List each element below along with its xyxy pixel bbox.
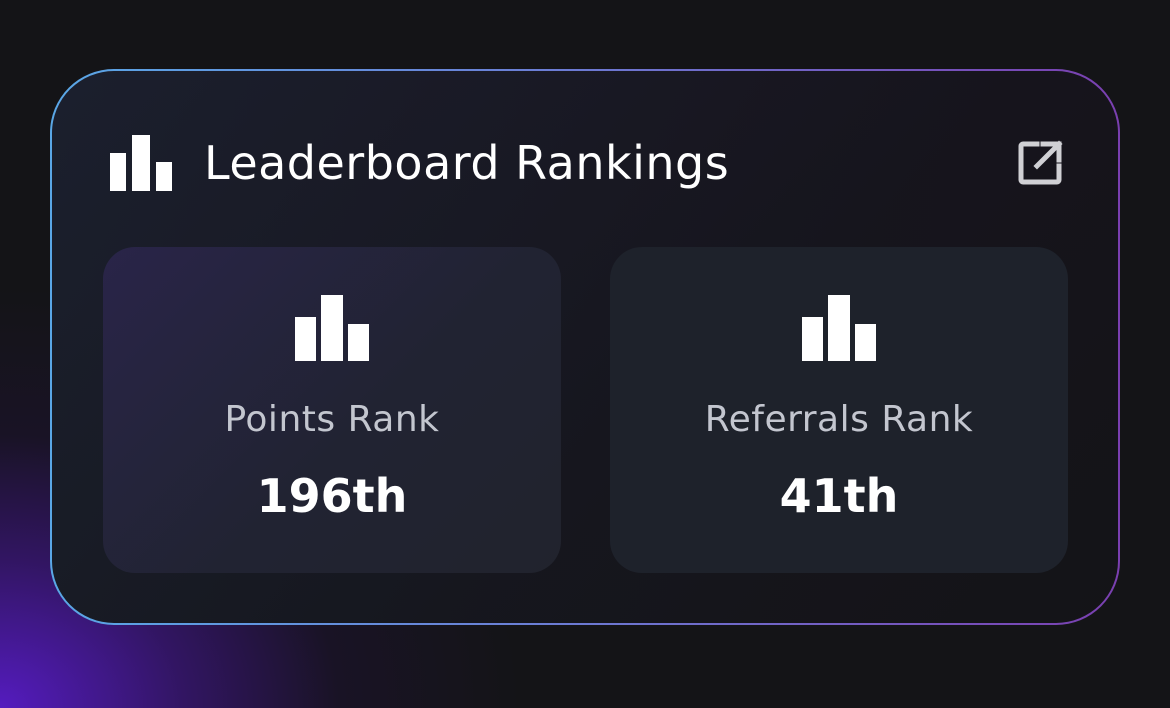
- points-rank-card: Points Rank 196th: [103, 247, 561, 573]
- external-link-icon[interactable]: [1014, 137, 1066, 189]
- bar-chart-icon: [295, 295, 369, 361]
- leaderboard-card: Leaderboard Rankings Points Rank 196th: [52, 71, 1118, 623]
- bar-chart-icon: [802, 295, 876, 361]
- rank-stats: Points Rank 196th Referrals Rank 41th: [103, 247, 1068, 573]
- card-header: Leaderboard Rankings: [110, 133, 1063, 193]
- referrals-rank-value: 41th: [779, 469, 899, 523]
- referrals-rank-label: Referrals Rank: [704, 399, 974, 440]
- bar-chart-icon: [110, 135, 172, 191]
- points-rank-value: 196th: [256, 469, 408, 523]
- points-rank-label: Points Rank: [224, 399, 440, 440]
- card-title: Leaderboard Rankings: [204, 136, 730, 190]
- leaderboard-card-border: Leaderboard Rankings Points Rank 196th: [50, 69, 1120, 625]
- referrals-rank-card: Referrals Rank 41th: [610, 247, 1068, 573]
